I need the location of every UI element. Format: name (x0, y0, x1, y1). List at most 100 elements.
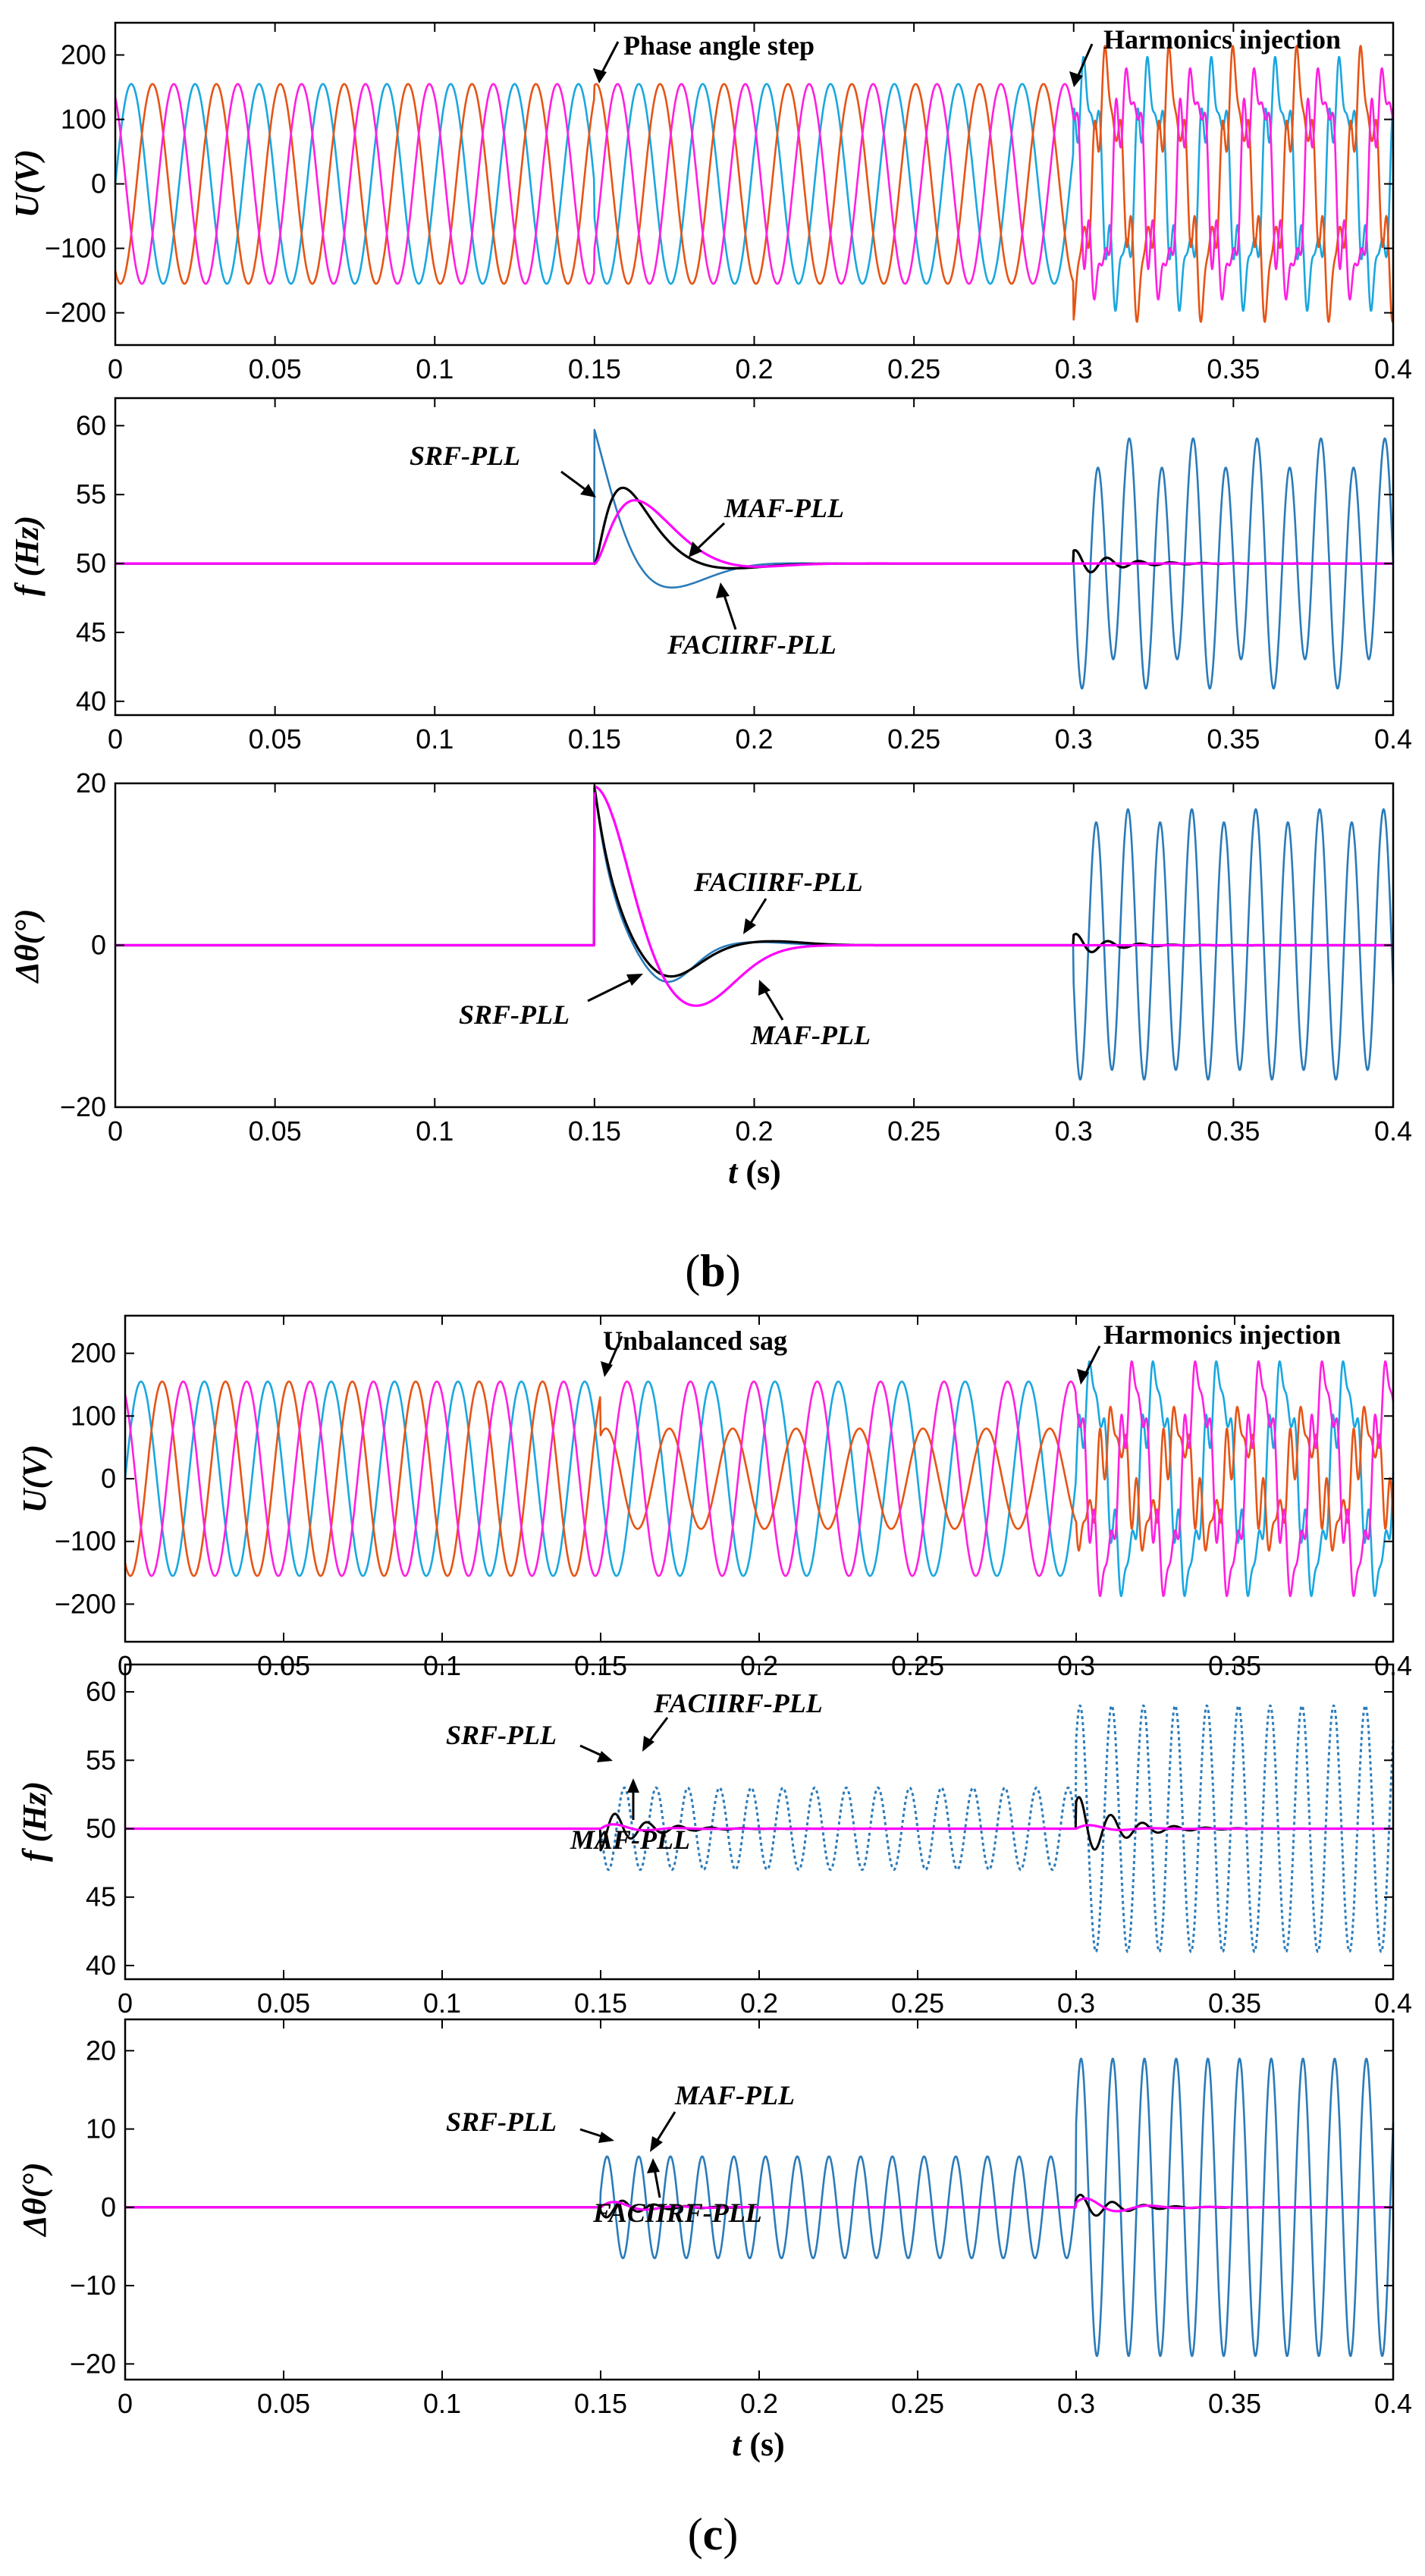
phase-c-series (124, 2057, 1395, 2358)
ylabel-voltage-b: U(V) (8, 149, 46, 218)
phase-c-axes: 0 0.05 0.1 0.15 0.2 0.25 0.3 0.35 0.4 −20 −10 0 10 20 (70, 2019, 1412, 2419)
x-tick-label: 0.25 (891, 2388, 944, 2419)
y-tick-label: −100 (55, 1526, 116, 1557)
x-tick-label: 0.3 (1057, 2388, 1095, 2419)
x-tick-label: 0.1 (423, 1988, 461, 2019)
voltage-b-phase-3 (114, 67, 1395, 301)
y-tick-label: 55 (86, 1744, 116, 1775)
x-tick-label: 0.4 (1374, 353, 1412, 384)
y-tick-label: −200 (45, 297, 106, 328)
annotation-unbalanced-sag: Unbalanced sag (601, 1326, 787, 1377)
y-tick-label: 0 (91, 168, 106, 199)
x-tick-label: 0 (118, 2388, 133, 2419)
x-tick-label: 0.4 (1374, 1115, 1412, 1147)
panel-label-b: (b) (685, 1246, 740, 1296)
y-tick-label: 60 (76, 409, 106, 441)
svg-text:Phase angle step: Phase angle step (623, 30, 815, 61)
x-tick-label: 0.3 (1055, 723, 1093, 755)
series-faciirf-pll (124, 1796, 1394, 1852)
plot-b-frequency: 0 0.05 0.1 0.15 0.2 0.25 0.3 0.35 0.44045505560 … (8, 397, 1412, 755)
series-maf-pll (115, 785, 1394, 1007)
svg-text:Harmonics injection: Harmonics injection (1103, 1319, 1341, 1350)
plot-c-phase-error: 0 0.05 0.1 0.15 0.2 0.25 0.3 0.35 0.4 −20 −10 0 10 20… (16, 2018, 1412, 2463)
x-tick-label: 0.2 (735, 353, 773, 384)
voltage-c-axes: 0 0.05 0.1 0.15 0.2 0.25 0.3 0.35 0.4−200−100010… (55, 1316, 1412, 1681)
series-maf-pll (124, 2197, 1394, 2213)
x-tick-label: 0.05 (257, 2388, 310, 2419)
plot-c-frequency: 0 0.05 0.1 0.15 0.2 0.25 0.3 0.35 0.44045505560 … (16, 1663, 1412, 2019)
frequency-c-series (124, 1704, 1395, 1953)
y-tick-label: −10 (70, 2270, 116, 2301)
annotation-faciirf-pll-b-phase: FACIIRF-PLL (693, 867, 863, 934)
x-tick-label: 0.2 (735, 1115, 773, 1147)
voltage-b-phase-2 (114, 45, 1395, 323)
y-tick-label: 0 (101, 2192, 116, 2223)
x-tick-label: 0 (108, 1115, 123, 1147)
svg-text:FACIIRF-PLL: FACIIRF-PLL (592, 2198, 762, 2228)
y-tick-label: 50 (86, 1813, 116, 1844)
ylabel-phase-c: Δθ(°) (16, 2162, 53, 2237)
x-tick-label: 0.05 (257, 1988, 310, 2019)
ylabel-frequency-b: f (Hz) (8, 516, 46, 596)
y-tick-label: 100 (71, 1400, 116, 1431)
series-maf-pll (115, 499, 1394, 568)
x-tick-label: 0.1 (416, 353, 454, 384)
svg-text:SRF-PLL: SRF-PLL (410, 441, 520, 471)
voltage-c-phase-2 (124, 1380, 1395, 1577)
svg-text:FACIIRF-PLL: FACIIRF-PLL (667, 629, 836, 660)
x-tick-label: 0.25 (887, 353, 940, 384)
annotation-phase-angle-step: Phase angle step (593, 30, 815, 83)
x-tick-label: 0.35 (1208, 2388, 1261, 2419)
svg-text:FACIIRF-PLL: FACIIRF-PLL (653, 1688, 823, 1718)
annotation-harmonics-injection-b: Harmonics injection (1069, 24, 1341, 87)
y-tick-label: −20 (60, 1091, 106, 1122)
x-tick-label: 0.35 (1207, 353, 1260, 384)
xlabel-c: t (s) (732, 2426, 785, 2463)
panel-label-c: (c) (688, 2509, 739, 2559)
x-tick-label: 0.2 (740, 1988, 778, 2019)
series-maf-pll (124, 1823, 1394, 1832)
x-tick-label: 0.3 (1055, 353, 1093, 384)
x-tick-label: 0 (108, 353, 123, 384)
voltage-b-phase-1 (114, 55, 1395, 312)
x-tick-label: 0.15 (574, 2388, 627, 2419)
svg-text:SRF-PLL: SRF-PLL (459, 999, 570, 1030)
x-tick-label: 0.1 (416, 723, 454, 755)
y-tick-label: 20 (86, 2035, 116, 2066)
x-tick-label: 0.2 (735, 723, 773, 755)
x-tick-label: 0.15 (568, 1115, 621, 1147)
x-tick-label: 0.1 (416, 1115, 454, 1147)
x-tick-label: 0.15 (574, 1988, 627, 2019)
x-tick-label: 0.3 (1055, 1115, 1093, 1147)
x-tick-label: 0.35 (1207, 1115, 1260, 1147)
y-tick-label: 200 (61, 39, 106, 71)
y-tick-label: 0 (91, 930, 106, 961)
x-tick-label: 0.25 (887, 723, 940, 755)
x-tick-label: 0.25 (887, 1115, 940, 1147)
plot-b-voltage: 0 0.05 0.1 0.15 0.2 0.25 0.3 0.35 0.4 −200 −100 0 10… (8, 21, 1412, 384)
y-tick-label: 45 (76, 617, 106, 648)
y-tick-label: 60 (86, 1676, 116, 1707)
voltage-c-series (124, 1360, 1395, 1598)
annotation-srf-pll-c-freq: SRF-PLL (446, 1720, 613, 1762)
svg-text:MAF-PLL: MAF-PLL (674, 2080, 795, 2110)
svg-text:Harmonics injection: Harmonics injection (1103, 24, 1341, 55)
svg-text:SRF-PLL: SRF-PLL (446, 2107, 557, 2137)
annotation-faciirf-pll-c-phase: FACIIRF-PLL (592, 2158, 762, 2228)
x-tick-label: 0.3 (1057, 1988, 1095, 2019)
annotation-faciirf-pll-b-freq: FACIIRF-PLL (667, 582, 836, 660)
voltage-b-axes: 0 0.05 0.1 0.15 0.2 0.25 0.3 0.35 0.4 −200 −100 0 10… (45, 23, 1412, 384)
voltage-c-phase-1 (124, 1360, 1395, 1598)
y-tick-label: 50 (76, 548, 106, 579)
x-tick-label: 0.4 (1374, 1988, 1412, 2019)
voltage-b-series (114, 45, 1395, 323)
frequency-c-axes: 0 0.05 0.1 0.15 0.2 0.25 0.3 0.35 0.4 40 45 50 55 60 (86, 1665, 1412, 2019)
frequency-b-series (115, 428, 1395, 690)
x-tick-label: 0.1 (423, 2388, 461, 2419)
x-tick-label: 0.05 (249, 723, 302, 755)
annotation-faciirf-pll-c-freq: FACIIRF-PLL (642, 1688, 823, 1752)
y-tick-label: 40 (86, 1950, 116, 1981)
